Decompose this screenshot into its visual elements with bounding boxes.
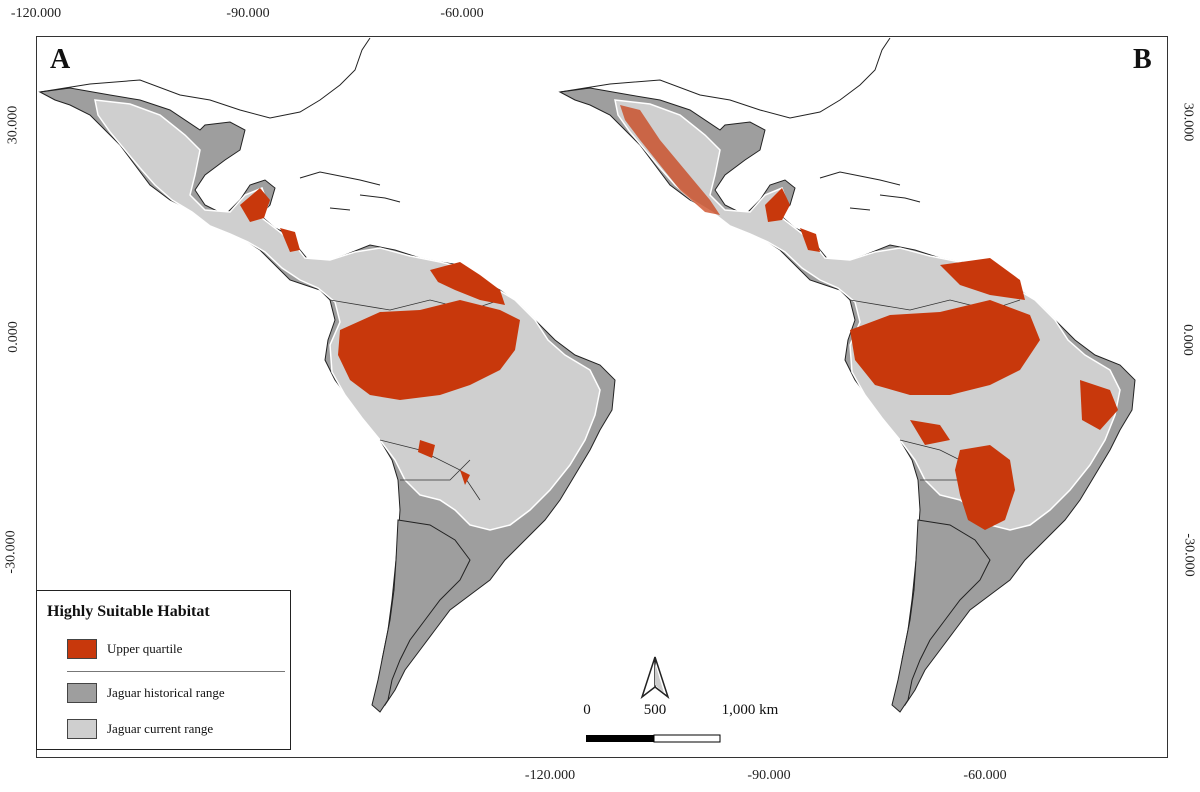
panel-a-map [39, 37, 616, 713]
scale-label-500: 500 [643, 702, 667, 718]
bottom-tick-label: -90.000 [747, 768, 791, 783]
top-tick-label: -90.000 [226, 6, 270, 21]
habitat-patches-a [240, 188, 520, 485]
legend-item-label: Jaguar historical range [107, 685, 225, 700]
legend-item-historical: Jaguar historical range [67, 683, 225, 703]
legend-item-label: Upper quartile [107, 641, 183, 656]
map-frame [36, 36, 1168, 758]
bottom-tick-label: -60.000 [963, 768, 1007, 783]
legend: Highly Suitable Habitat Upper quartile J… [36, 590, 291, 750]
north-arrow-icon [640, 656, 670, 699]
top-tick-label: -120.000 [10, 6, 62, 21]
panel-label-b: B [1133, 44, 1152, 75]
legend-title: Highly Suitable Habitat [47, 603, 210, 620]
legend-swatch-habitat [67, 639, 97, 659]
legend-item-label: Jaguar current range [107, 721, 214, 736]
scale-label-0: 0 [583, 702, 591, 718]
legend-item-current: Jaguar current range [67, 719, 213, 739]
scale-bar-graphic [586, 734, 721, 743]
panel-label-a: A [50, 44, 71, 75]
bottom-tick-label: -120.000 [524, 768, 576, 783]
legend-swatch-historical [67, 683, 97, 703]
top-tick-label: -60.000 [440, 6, 484, 21]
legend-swatch-current [67, 719, 97, 739]
habitat-patches-b [620, 105, 1118, 530]
legend-divider [67, 671, 285, 672]
legend-item-upper-quartile: Upper quartile [67, 639, 182, 659]
scale-label-1000: 1,000 km [721, 702, 779, 718]
panel-b-map [559, 37, 1136, 713]
